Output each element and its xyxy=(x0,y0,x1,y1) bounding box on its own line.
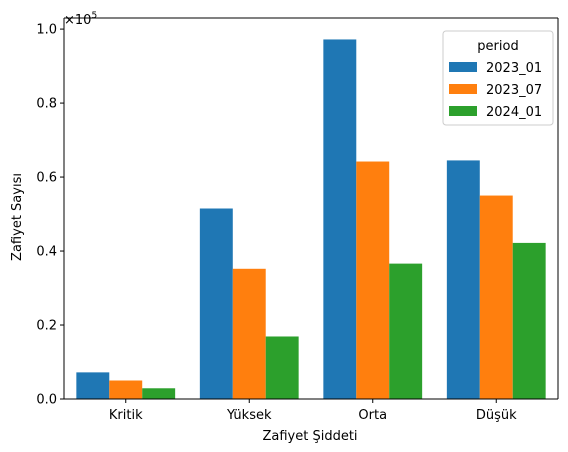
legend-swatch-2023_07 xyxy=(449,84,477,94)
bar-2023_01-Orta xyxy=(323,39,357,399)
bar-2024_01-Düşük xyxy=(512,242,546,399)
bar-2023_07-Orta xyxy=(356,161,390,399)
y-tick-label: 0.6 xyxy=(36,171,57,186)
y-tick-label: 0.2 xyxy=(36,319,57,334)
x-tick-label: Orta xyxy=(358,408,387,423)
legend: period 2023_01 2023_07 2024_01 xyxy=(442,30,554,126)
axes-group xyxy=(63,17,559,400)
x-tick-label: Kritik xyxy=(109,408,143,423)
legend-title: period xyxy=(477,39,518,54)
legend-label-2024_01: 2024_01 xyxy=(486,105,542,120)
x-tick-label: Yüksek xyxy=(226,408,272,423)
legend-label-2023_07: 2023_07 xyxy=(486,83,542,98)
bar-2024_01-Orta xyxy=(389,263,423,399)
bar-2023_01-Yüksek xyxy=(199,208,233,399)
legend-items: 2023_01 2023_07 2024_01 xyxy=(449,61,542,120)
y-axis-multiplier: ×105 xyxy=(64,11,97,28)
y-tick-label: 0.4 xyxy=(36,245,57,260)
legend-swatch-2024_01 xyxy=(449,106,477,116)
bar-2023_07-Düşük xyxy=(479,195,513,399)
legend-swatch-2023_01 xyxy=(449,62,477,72)
legend-frame xyxy=(442,30,554,126)
y-tick-label: 0.8 xyxy=(36,97,57,112)
bar-2023_01-Düşük xyxy=(446,160,480,399)
y-multiplier-exponent: 5 xyxy=(91,11,97,21)
bar-2024_01-Kritik xyxy=(142,388,176,399)
y-ticks-group: 0.0 0.2 0.4 0.6 0.8 1.0 xyxy=(36,23,64,408)
bars-group xyxy=(76,39,546,399)
x-tick-label: Düşük xyxy=(476,408,517,423)
bar-2024_01-Yüksek xyxy=(265,336,299,399)
y-tick-label: 0.0 xyxy=(36,393,57,408)
y-multiplier-base: ×10 xyxy=(64,13,91,28)
x-axis-label: Zafiyet Şiddeti xyxy=(262,429,357,444)
bar-2023_01-Kritik xyxy=(76,372,110,399)
y-tick-label: 1.0 xyxy=(36,23,57,38)
y-axis-label: Zafiyet Sayısı xyxy=(10,173,25,261)
bar-2023_07-Yüksek xyxy=(232,268,266,399)
x-ticks-group: Kritik Yüksek Orta Düşük xyxy=(109,399,517,423)
bar-2023_07-Kritik xyxy=(109,380,143,399)
legend-label-2023_01: 2023_01 xyxy=(486,61,542,76)
